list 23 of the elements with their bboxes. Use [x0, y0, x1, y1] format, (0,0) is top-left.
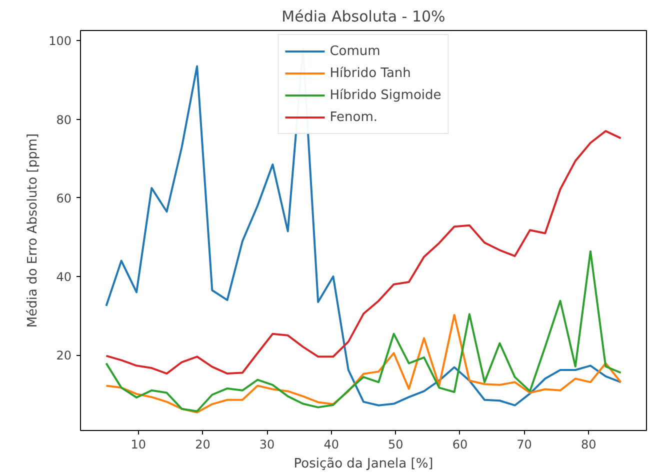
- x-tick-label: 50: [388, 438, 404, 452]
- line-series: [105, 250, 622, 412]
- y-axis-title: Média do Erro Absoluto [ppm]: [26, 133, 41, 328]
- x-tick-label: 80: [580, 438, 596, 452]
- chart-title: Média Absoluta - 10%: [282, 8, 446, 26]
- x-tick-label: 70: [516, 438, 532, 452]
- y-tick-label: 100: [48, 34, 72, 48]
- y-tick-label: 60: [56, 191, 72, 206]
- y-tick-label: 80: [56, 112, 72, 127]
- x-tick-label: 20: [195, 438, 210, 452]
- y-tick-label: 40: [56, 270, 72, 284]
- y-tick-label: 20: [56, 348, 72, 363]
- x-axis-title: Posição da Janela [%]: [294, 456, 434, 472]
- x-tick-label: 30: [259, 438, 275, 452]
- x-tick-label: 10: [130, 438, 146, 452]
- line-series: [105, 130, 622, 375]
- legend-label: Híbrido Tanh: [330, 66, 411, 80]
- legend-label: Fenom.: [330, 110, 378, 124]
- x-tick-label: 40: [324, 438, 339, 452]
- x-tick-label: 60: [452, 438, 468, 452]
- legend-label: Híbrido Sigmoide: [330, 88, 442, 102]
- line-series: [105, 314, 622, 414]
- legend-label: Comum: [330, 44, 380, 58]
